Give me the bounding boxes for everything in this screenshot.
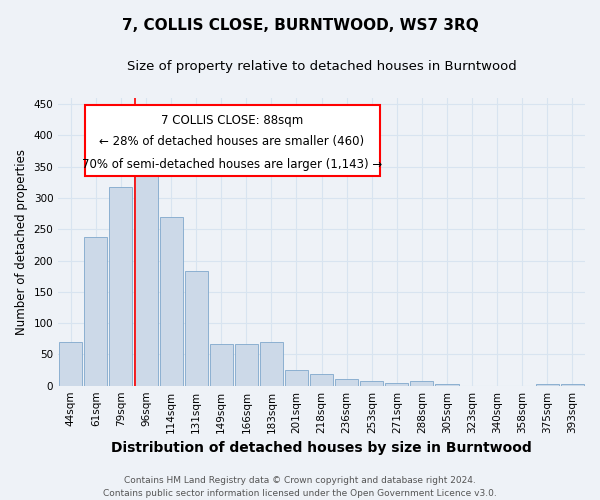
Bar [285, 370, 308, 386]
Text: 7, COLLIS CLOSE, BURNTWOOD, WS7 3RQ: 7, COLLIS CLOSE, BURNTWOOD, WS7 3RQ [122, 18, 478, 32]
Bar [310, 374, 333, 386]
Bar [335, 380, 358, 386]
Bar [436, 384, 458, 386]
Text: 7 COLLIS CLOSE: 88sqm: 7 COLLIS CLOSE: 88sqm [161, 114, 303, 127]
Bar [160, 216, 182, 386]
Text: ← 28% of detached houses are smaller (460): ← 28% of detached houses are smaller (46… [100, 135, 365, 148]
Bar [109, 188, 133, 386]
Y-axis label: Number of detached properties: Number of detached properties [15, 148, 28, 334]
Bar [185, 271, 208, 386]
Bar [360, 380, 383, 386]
Bar [561, 384, 584, 386]
Bar [385, 382, 409, 386]
Bar [84, 238, 107, 386]
FancyBboxPatch shape [85, 105, 380, 176]
Bar [410, 380, 433, 386]
X-axis label: Distribution of detached houses by size in Burntwood: Distribution of detached houses by size … [111, 441, 532, 455]
Bar [59, 342, 82, 386]
Bar [134, 154, 158, 386]
Bar [235, 344, 258, 386]
Bar [536, 384, 559, 386]
Bar [260, 342, 283, 386]
Text: Contains HM Land Registry data © Crown copyright and database right 2024.
Contai: Contains HM Land Registry data © Crown c… [103, 476, 497, 498]
Bar [209, 344, 233, 386]
Title: Size of property relative to detached houses in Burntwood: Size of property relative to detached ho… [127, 60, 517, 73]
Text: 70% of semi-detached houses are larger (1,143) →: 70% of semi-detached houses are larger (… [82, 158, 382, 172]
